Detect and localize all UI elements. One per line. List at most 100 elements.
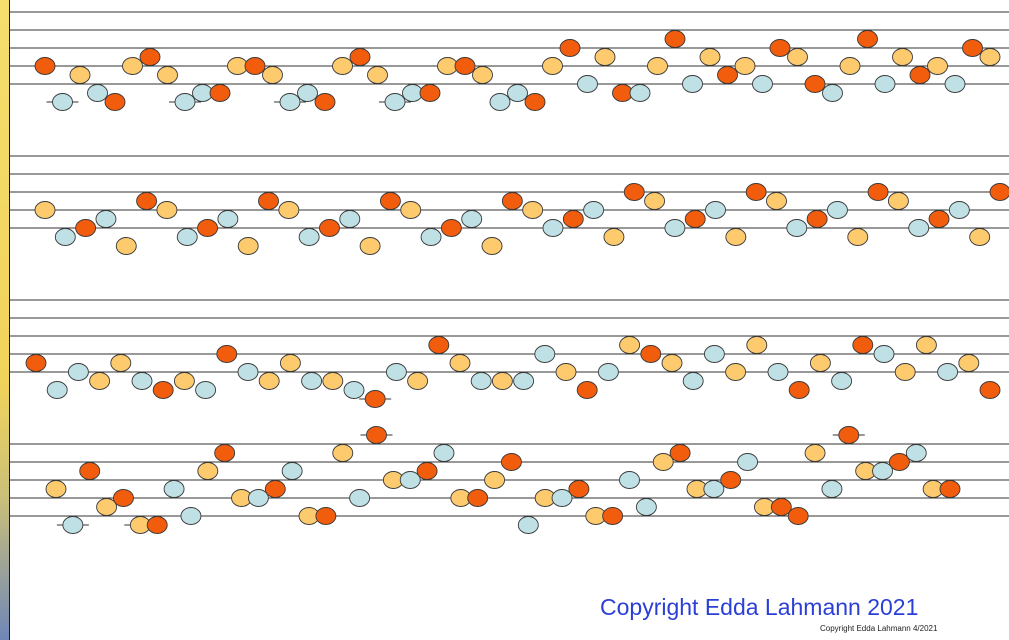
note-red: [787, 507, 809, 525]
note-red: [25, 354, 47, 372]
note-head: [461, 210, 483, 228]
note-head: [359, 237, 381, 255]
note-yellow: [958, 354, 980, 372]
note-red: [770, 498, 792, 516]
note-head: [909, 66, 931, 84]
note-blue: [821, 480, 843, 498]
copyright-text: Copyright Edda Lahmann 2021: [600, 594, 919, 620]
note-head: [948, 201, 970, 219]
note-head: [767, 363, 789, 381]
note-head: [174, 93, 196, 111]
note-red: [576, 381, 598, 399]
note-head: [734, 57, 756, 75]
note-yellow: [359, 237, 381, 255]
note-head: [867, 183, 889, 201]
note-head: [576, 381, 598, 399]
note-head: [52, 93, 73, 111]
note-red: [640, 345, 662, 363]
note-head: [534, 345, 556, 363]
note-blue: [577, 75, 598, 93]
note-red: [501, 192, 523, 210]
note-head: [209, 84, 231, 102]
note-red: [979, 381, 1001, 399]
note-red: [34, 57, 56, 75]
note-head: [847, 228, 869, 246]
note-blue: [339, 210, 361, 228]
note-head: [136, 192, 158, 210]
note-red: [454, 57, 476, 75]
note-yellow: [279, 354, 301, 372]
note-head: [279, 354, 301, 372]
note-head: [364, 390, 386, 408]
note-head: [644, 192, 666, 210]
note-yellow: [437, 57, 458, 75]
note-yellow: [542, 57, 563, 75]
note-head: [937, 363, 959, 381]
note-head: [454, 57, 476, 75]
note-head: [717, 66, 738, 84]
note-blue: [169, 93, 201, 111]
note-blue: [507, 84, 528, 102]
note-red: [214, 444, 236, 462]
note-red: [928, 210, 950, 228]
note-head: [34, 201, 56, 219]
note-head: [908, 219, 930, 237]
note-head: [989, 183, 1009, 201]
note-head: [227, 57, 248, 75]
note-yellow: [892, 48, 913, 66]
note-red: [319, 219, 340, 237]
note-blue: [192, 84, 213, 102]
note-red: [804, 75, 826, 93]
note-blue: [281, 462, 303, 480]
note-head: [555, 363, 577, 381]
note-red: [79, 462, 101, 480]
note-head: [524, 93, 546, 111]
note-head: [467, 489, 489, 507]
note-head: [472, 66, 493, 84]
note-head: [766, 192, 787, 210]
note-head: [594, 48, 616, 66]
note-yellow: [258, 372, 280, 390]
note-head: [244, 57, 266, 75]
note-red: [568, 480, 590, 498]
note-red: [832, 426, 865, 444]
note-head: [979, 381, 1001, 399]
note-head: [822, 84, 843, 102]
note-blue: [937, 363, 959, 381]
note-head: [962, 39, 983, 57]
note-red: [216, 345, 238, 363]
note-head: [349, 48, 371, 66]
note-yellow: [734, 57, 756, 75]
note-head: [737, 453, 759, 471]
note-head: [640, 345, 662, 363]
note-head: [247, 489, 269, 507]
note-head: [562, 210, 584, 228]
note-head: [67, 363, 89, 381]
note-yellow: [699, 48, 721, 66]
note-head: [623, 183, 645, 201]
note-head: [887, 192, 909, 210]
note-yellow: [34, 201, 56, 219]
note-yellow: [746, 336, 768, 354]
note-yellow: [481, 237, 503, 255]
note-head: [551, 489, 573, 507]
note-head: [433, 444, 455, 462]
note-red: [909, 66, 931, 84]
note-head: [699, 48, 721, 66]
note-yellow: [400, 201, 422, 219]
note-head: [156, 201, 178, 219]
note-head: [944, 75, 966, 93]
note-red: [888, 453, 910, 471]
note-yellow: [979, 48, 1001, 66]
note-head: [197, 462, 219, 480]
note-head: [703, 480, 725, 498]
note-blue: [534, 345, 556, 363]
note-yellow: [472, 66, 493, 84]
note-yellow: [122, 57, 143, 75]
note-red: [146, 516, 168, 534]
note-blue: [831, 372, 853, 390]
note-yellow: [407, 372, 429, 390]
note-blue: [786, 219, 808, 237]
note-head: [915, 336, 937, 354]
note-head: [542, 57, 563, 75]
